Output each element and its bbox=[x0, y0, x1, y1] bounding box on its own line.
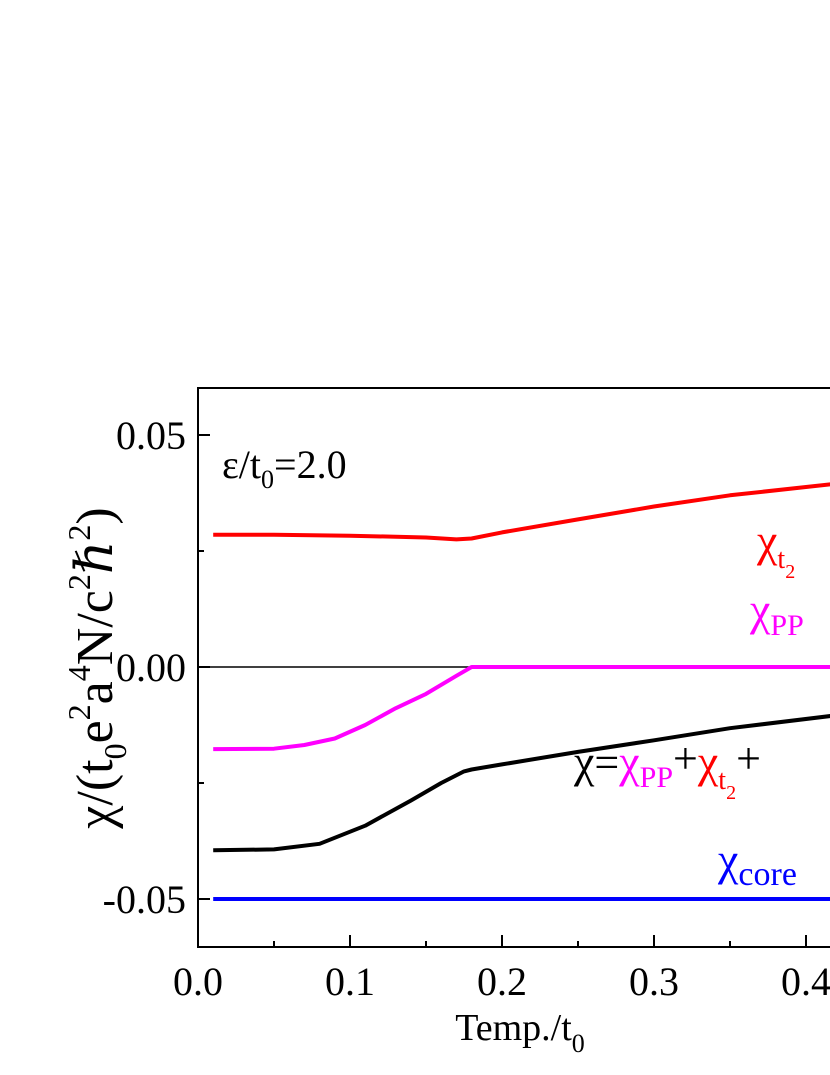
label-chi-t2: χt2 bbox=[756, 515, 795, 583]
label-chi-core: χcore bbox=[717, 834, 797, 893]
x-tick-label: 0.4 bbox=[781, 959, 830, 1004]
y-axis-label: χ/(t0e2a4N/c2ℏ2) bbox=[61, 507, 133, 829]
x-tick-label: 0.0 bbox=[173, 959, 223, 1004]
x-axis-label: Temp./t0 bbox=[455, 1007, 585, 1058]
series-line-2 bbox=[213, 714, 830, 853]
x-tick-label: 0.2 bbox=[477, 959, 527, 1004]
x-tick-label: 0.1 bbox=[325, 959, 375, 1004]
x-tick-label: 0.3 bbox=[629, 959, 679, 1004]
y-tick-label: -0.05 bbox=[103, 877, 186, 922]
label-chi-pp: χPP bbox=[749, 584, 804, 642]
series-lines bbox=[198, 482, 830, 901]
parameter-annotation: ε/t0=2.0 bbox=[222, 442, 347, 494]
series-line-1 bbox=[213, 665, 830, 752]
y-tick-label: 0.00 bbox=[116, 645, 186, 690]
label-chi-sum: χ=χPP+χt2+ bbox=[573, 734, 761, 804]
y-tick-label: 0.05 bbox=[116, 413, 186, 458]
series-line-0 bbox=[213, 482, 830, 542]
axes: 0.0 0.1 0.2 0.3 0.4 -0.05 0.00 0.05 bbox=[103, 387, 830, 1004]
